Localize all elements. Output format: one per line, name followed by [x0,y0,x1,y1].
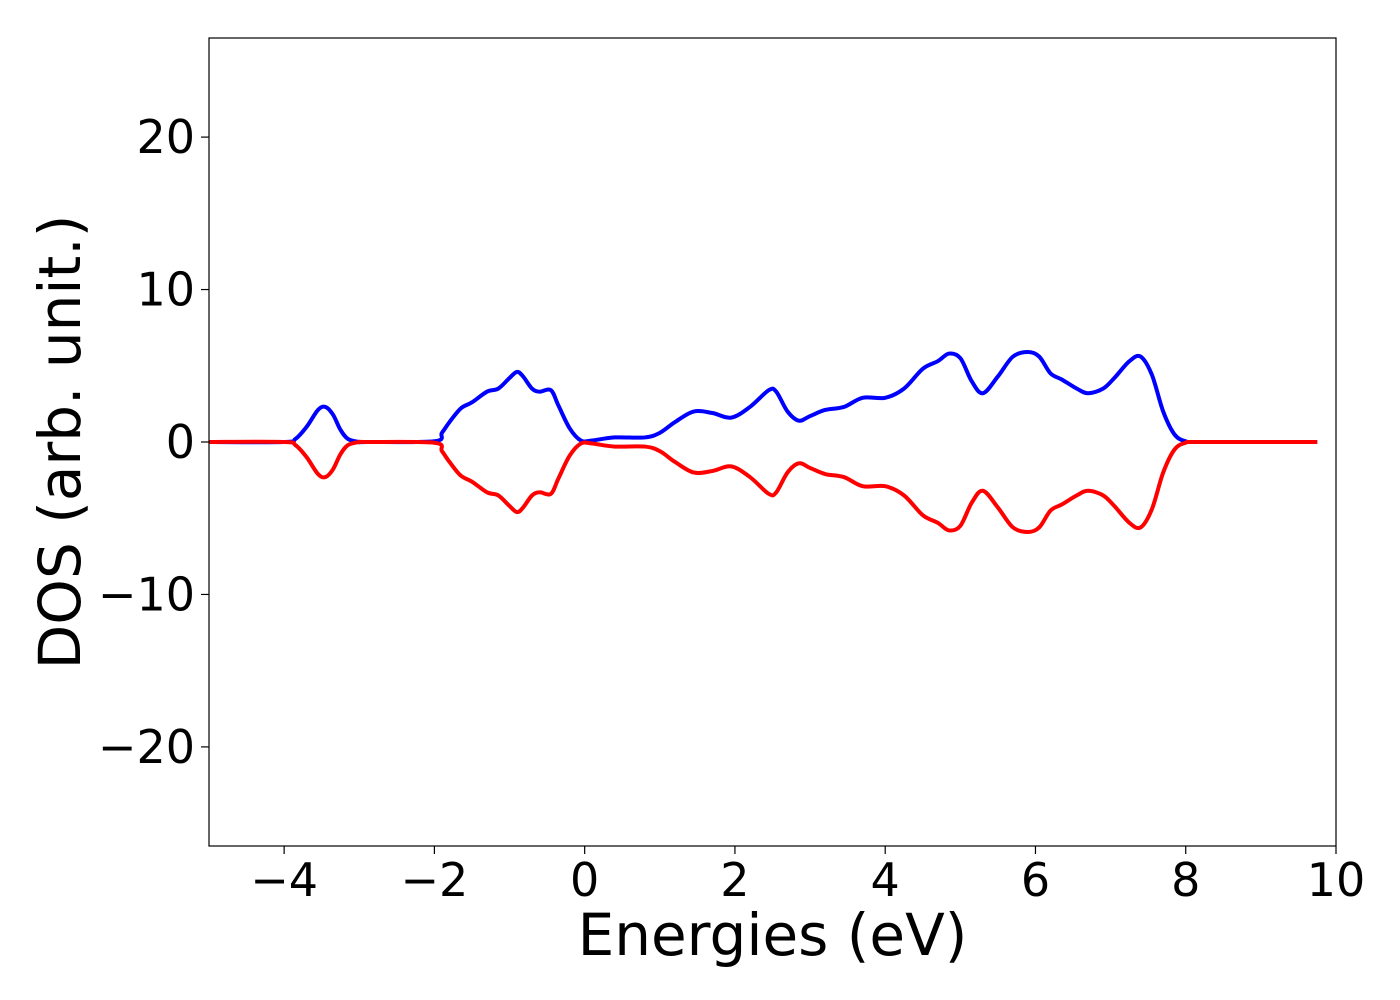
y-tick-label: −20 [98,720,195,774]
y-tick-label: 20 [136,110,195,164]
x-tick-label: 4 [871,853,900,907]
y-tick-label: 0 [166,415,195,469]
y-tick-label: −10 [98,567,195,621]
x-tick-label: 8 [1171,853,1200,907]
x-axis-ticks: −4 −2 0 2 4 6 8 10 [250,846,1365,907]
y-axis-ticks: −20 −10 0 10 20 [98,110,209,774]
x-tick-label: −4 [250,853,318,907]
x-axis-label: Energies (eV) [578,901,968,969]
x-tick-label: 0 [570,853,599,907]
y-axis-label: DOS (arb. unit.) [26,215,94,670]
x-tick-label: −2 [400,853,468,907]
series-line-2 [208,439,1318,534]
x-tick-label: 6 [1021,853,1050,907]
series-line-1 [208,350,1318,445]
x-tick-label: 2 [720,853,749,907]
series-layer [208,350,1318,534]
y-tick-label: 10 [136,263,195,317]
x-tick-label: 10 [1307,853,1366,907]
